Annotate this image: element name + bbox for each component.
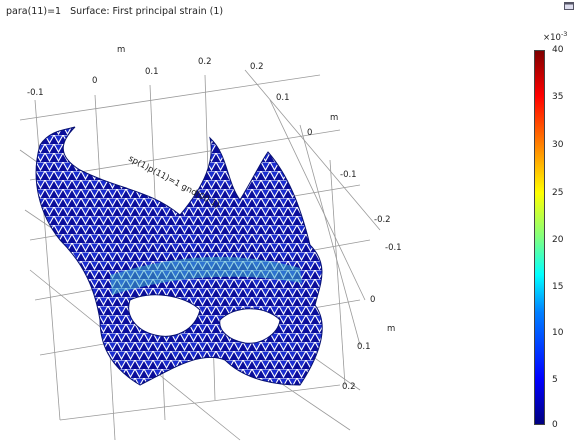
axis-x-unit: m [117,45,125,55]
z-tick: 0.2 [342,382,356,392]
y-tick: -0.1 [340,170,357,180]
plot-title: para(11)=1 Surface: First principal stra… [6,6,224,17]
colorbar-tick: 40 [552,45,564,55]
x-tick: 0 [92,76,97,86]
x-tick: 0.1 [145,67,159,77]
lattice-surface [35,126,323,386]
colorbar-tick: 25 [552,188,564,198]
axis-labels: m -0.1 0 0.1 0.2 0.2 0.1 0 -0.1 -0.2 m 0… [27,45,402,392]
colorbar-tick: 35 [552,92,564,102]
colorbar-tick: 30 [552,140,564,150]
colorbar-tick: 10 [552,328,564,338]
colorbar-tick: 15 [552,282,564,292]
colorbar [534,50,545,425]
z-tick: -0.1 [385,243,402,253]
y-tick: 0 [307,128,312,138]
window-icon[interactable] [564,2,574,10]
z-tick: 0.1 [357,342,371,352]
x-tick: 0.2 [198,57,212,67]
x-tick: -0.1 [27,88,44,98]
colorbar-exponent: ×10-3 [543,30,568,43]
y-tick: -0.2 [374,215,391,225]
z-tick: 0 [370,295,375,305]
axis-y-unit: m [330,113,338,123]
axis-z-unit: m [387,324,395,334]
colorbar-tick: 0 [552,420,558,430]
y-tick: 0.1 [276,93,290,103]
colorbar-tick: 20 [552,235,564,245]
colorbar-tick: 5 [552,375,558,385]
y-tick: 0.2 [250,62,264,72]
